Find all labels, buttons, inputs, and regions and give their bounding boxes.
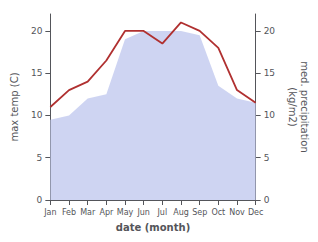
svg-text:15: 15 [264, 68, 275, 78]
svg-text:0: 0 [37, 195, 43, 205]
svg-text:Apr: Apr [99, 208, 114, 217]
svg-text:20: 20 [264, 26, 276, 36]
svg-text:Oct: Oct [211, 208, 225, 217]
svg-text:Jun: Jun [136, 208, 150, 217]
svg-text:Dec: Dec [248, 208, 263, 217]
svg-text:Nov: Nov [229, 208, 245, 217]
svg-text:Aug: Aug [173, 208, 189, 217]
svg-text:max temp (C): max temp (C) [9, 72, 20, 141]
svg-text:Feb: Feb [62, 208, 76, 217]
svg-text:med. precipitation: med. precipitation [299, 61, 310, 153]
svg-text:0: 0 [264, 195, 270, 205]
svg-text:5: 5 [37, 153, 43, 163]
svg-text:May: May [117, 208, 134, 217]
svg-text:Jul: Jul [157, 208, 168, 217]
svg-text:Sep: Sep [192, 208, 207, 217]
svg-text:Jan: Jan [43, 208, 56, 217]
svg-text:date (month): date (month) [116, 222, 190, 233]
svg-text:15: 15 [31, 68, 42, 78]
svg-text:Mar: Mar [80, 208, 96, 217]
svg-text:5: 5 [264, 153, 270, 163]
svg-text:20: 20 [31, 26, 43, 36]
svg-text:10: 10 [264, 110, 276, 120]
svg-text:10: 10 [31, 110, 43, 120]
svg-text:(kg/m2): (kg/m2) [287, 87, 298, 127]
